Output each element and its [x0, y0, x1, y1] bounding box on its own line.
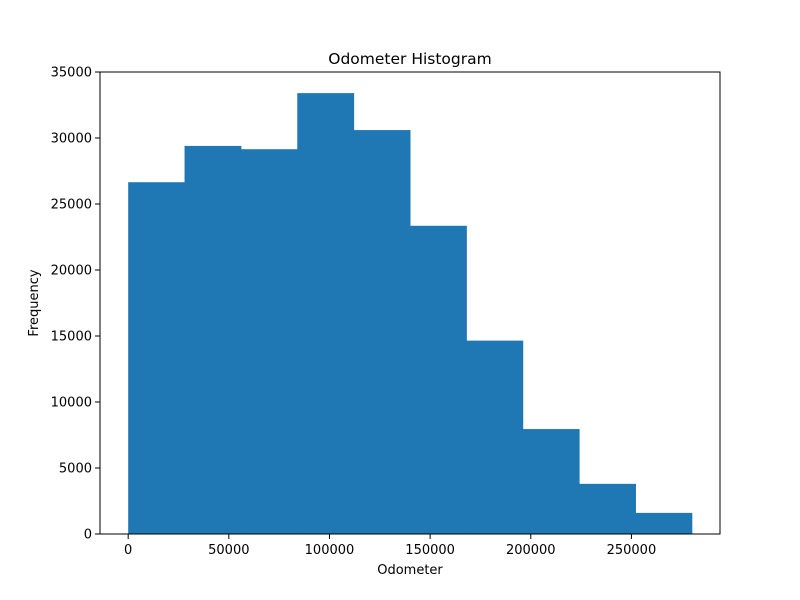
histogram-bar [466, 340, 524, 534]
x-tick-label: 0 [124, 543, 132, 558]
y-tick-label: 10000 [51, 396, 92, 411]
y-tick-label: 20000 [51, 264, 92, 279]
y-tick-label: 5000 [59, 462, 92, 477]
x-tick-label: 100000 [305, 543, 355, 558]
histogram-bar [635, 512, 693, 534]
y-tick-label: 30000 [51, 132, 92, 147]
y-tick-label: 0 [84, 528, 92, 543]
y-axis-label: Frequency [27, 269, 42, 336]
histogram-bar [128, 182, 186, 534]
x-tick-label: 250000 [607, 543, 657, 558]
histogram-bar [240, 149, 298, 534]
plot-frame [99, 71, 721, 535]
y-tick-label: 25000 [51, 198, 92, 213]
histogram-bar [353, 130, 411, 534]
y-tick-label: 35000 [51, 66, 92, 81]
histogram-bar [579, 483, 636, 534]
y-tick-label: 15000 [51, 330, 92, 345]
x-tick-label: 50000 [208, 543, 249, 558]
chart-title: Odometer Histogram [328, 50, 491, 68]
x-axis-label: Odometer [377, 563, 443, 578]
histogram-bar [184, 145, 242, 535]
histogram-bar [522, 429, 580, 534]
x-axis-ticks: 0 50000 100000 150000 200000 250000 [124, 534, 656, 558]
x-tick-label: 150000 [405, 543, 455, 558]
histogram-bar [297, 93, 355, 535]
y-axis-ticks: 0 5000 10000 15000 20000 25000 30000 35000 [51, 66, 100, 543]
x-tick-label: 200000 [506, 543, 556, 558]
bars-group [128, 93, 693, 535]
histogram-bar [410, 225, 467, 534]
